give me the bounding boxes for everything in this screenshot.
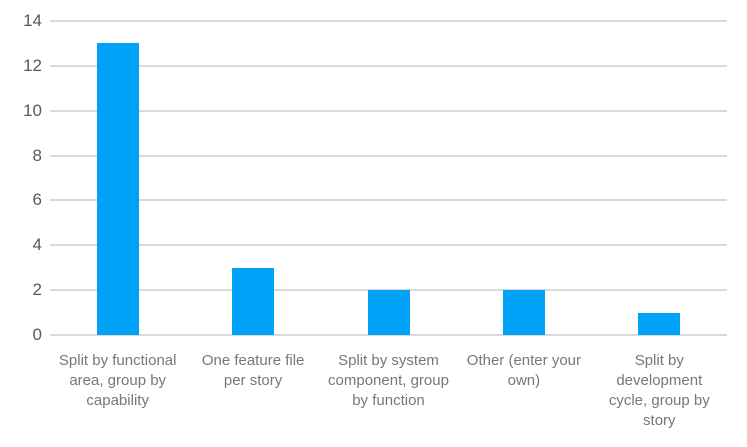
y-tick-label: 6 — [32, 190, 42, 210]
bar — [502, 290, 545, 335]
gridline — [50, 199, 727, 202]
gridline — [50, 154, 727, 157]
category-label: Other (enter your own) — [466, 352, 581, 389]
gridline — [50, 64, 727, 67]
y-tick-label: 14 — [23, 11, 42, 30]
category-label: Split by development cycle, group by sto… — [608, 352, 710, 429]
y-tick-label: 2 — [32, 280, 42, 300]
y-tick-label: 8 — [32, 145, 42, 165]
category-label: Split by functional area, group by capab… — [58, 352, 177, 409]
gridline — [50, 244, 727, 247]
y-tick-label: 0 — [32, 325, 42, 344]
gridline — [50, 334, 727, 336]
y-tick-label: 10 — [23, 100, 42, 120]
y-tick-label: 4 — [32, 235, 42, 255]
y-tick-label: 12 — [23, 55, 42, 75]
bar — [367, 290, 410, 335]
category-label: One feature file per story — [201, 352, 305, 389]
bar — [96, 43, 139, 335]
bar — [232, 267, 275, 335]
bar — [638, 312, 681, 335]
gridline — [50, 109, 727, 112]
category-label: Split by system component, group by func… — [328, 352, 449, 409]
gridline — [50, 20, 727, 22]
